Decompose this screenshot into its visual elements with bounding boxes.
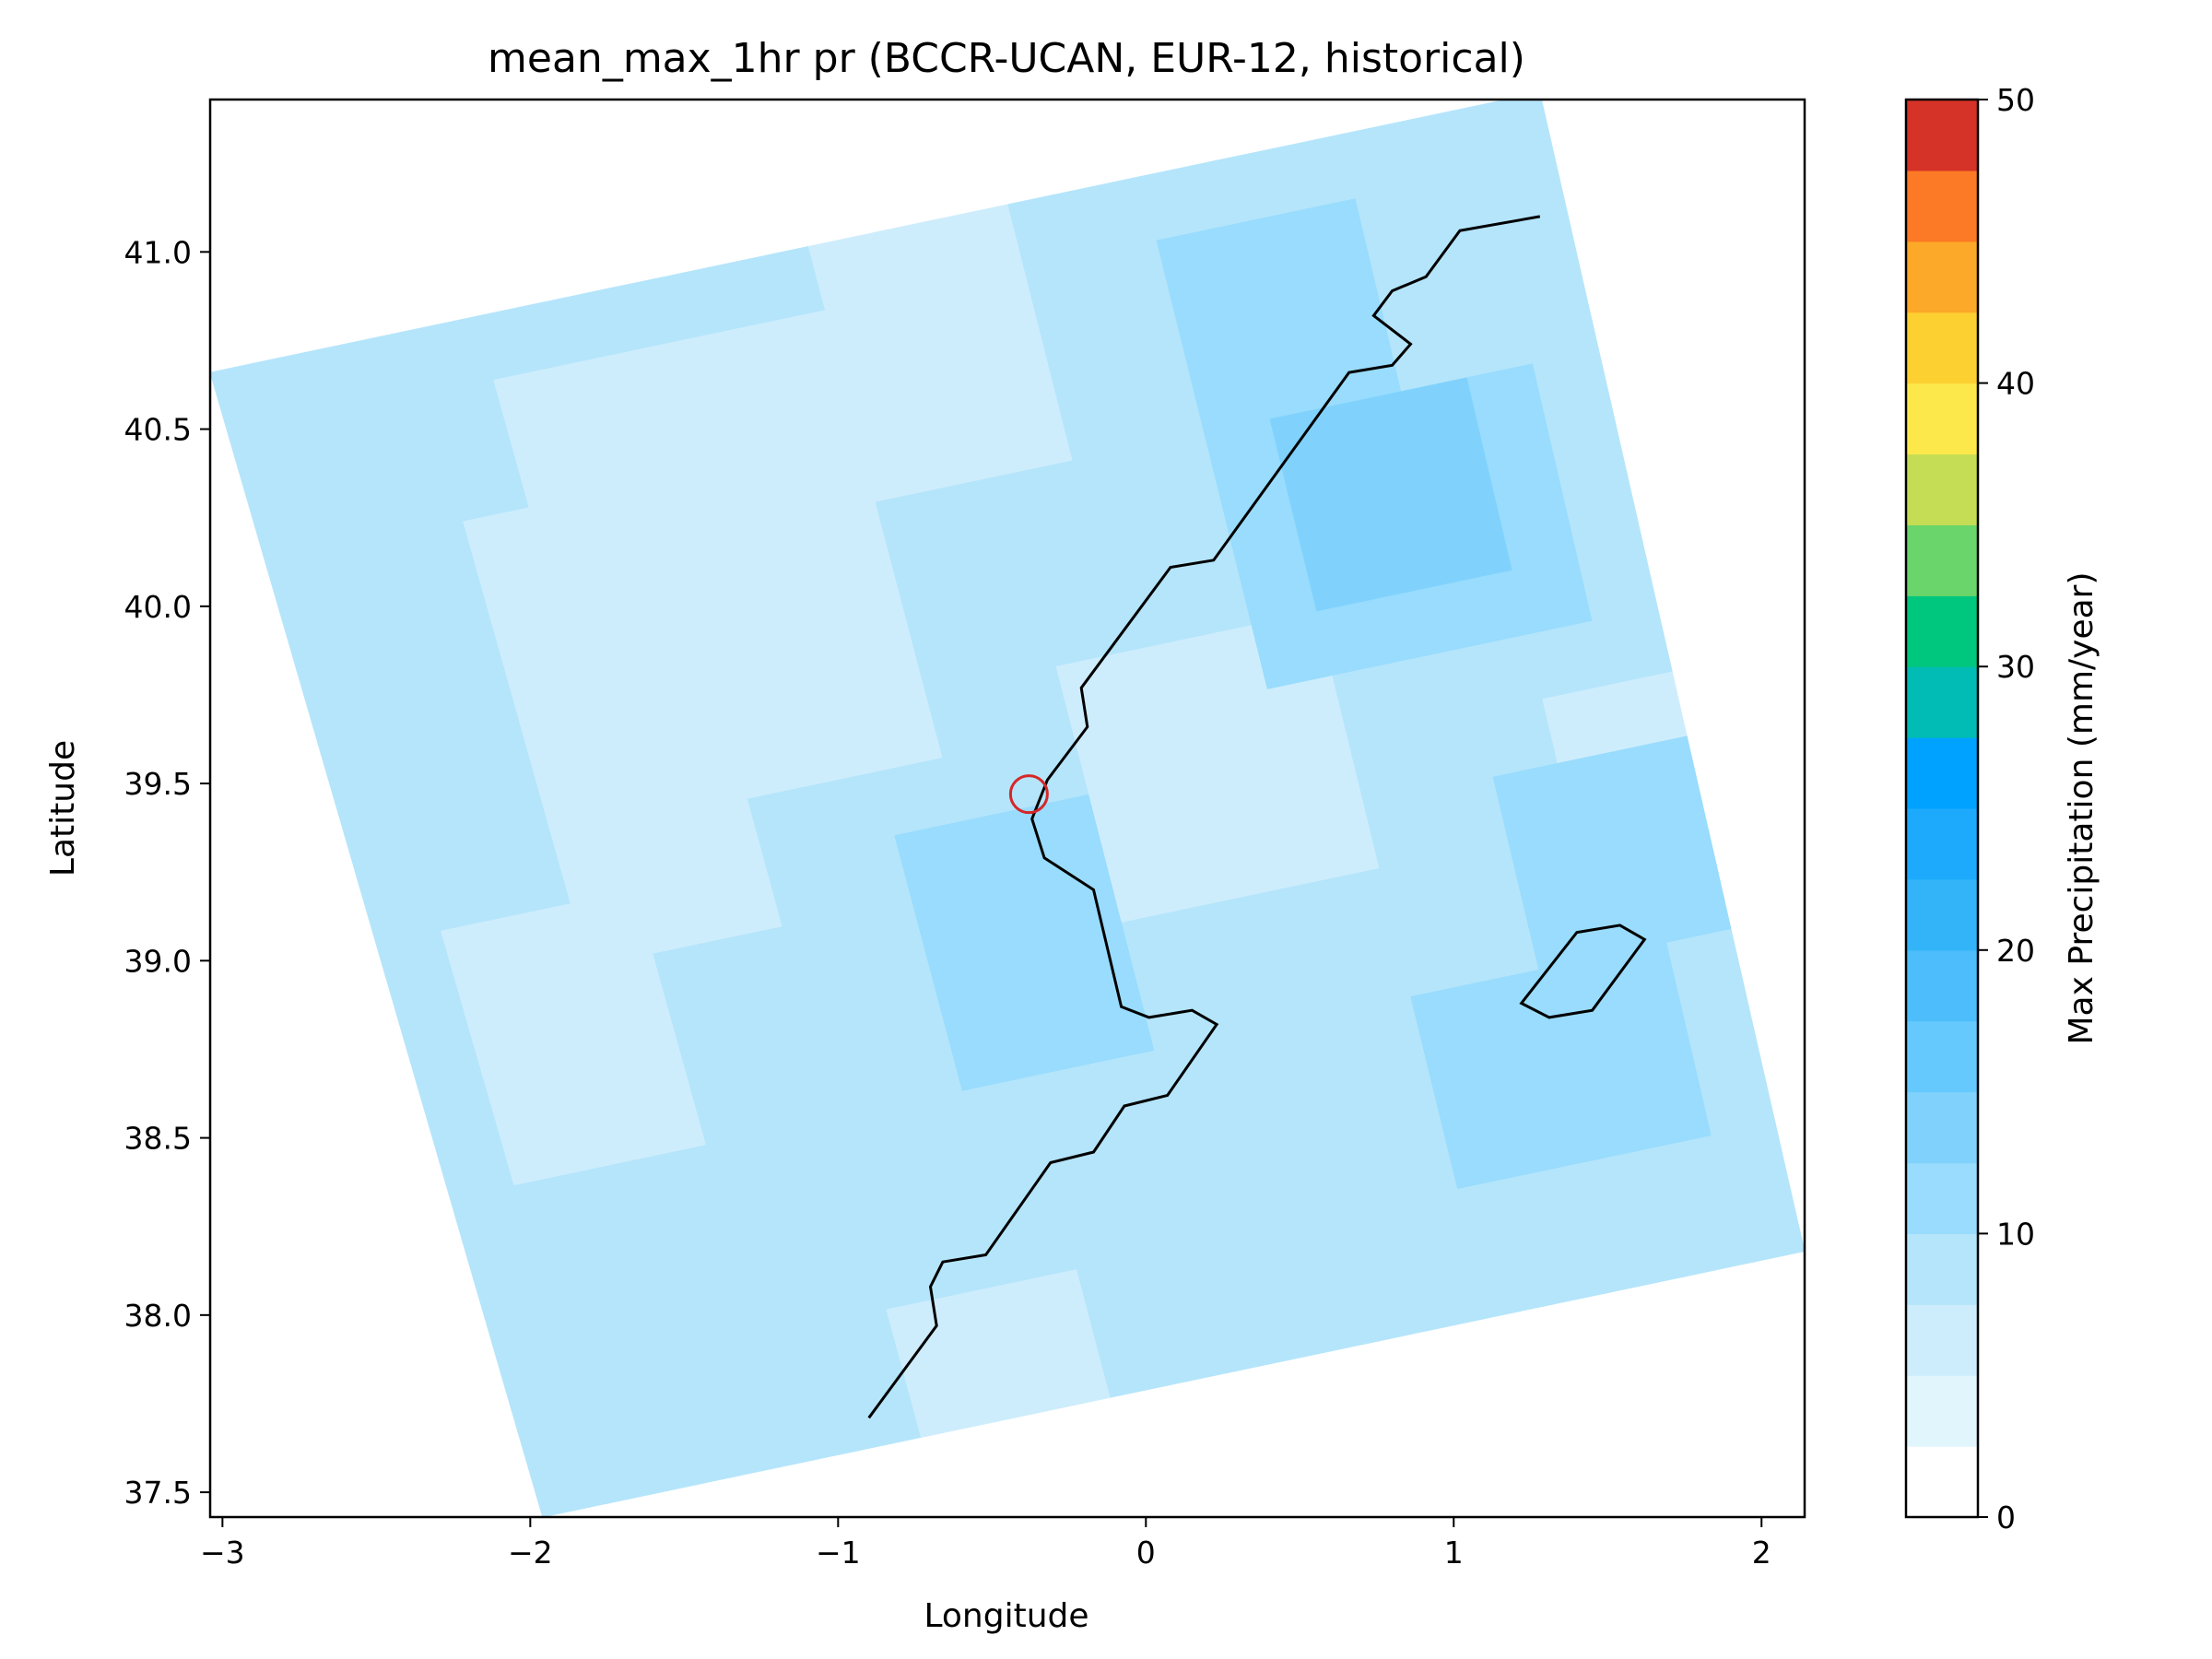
x-axis: −3 −2 −1 0 1 2 (200, 1517, 1771, 1571)
grid-cell (1502, 220, 1585, 300)
colorbar-tick-label: 30 (1996, 649, 2035, 685)
island-outline (1519, 924, 1647, 1019)
grid-cell (1562, 477, 1643, 558)
grid-cell (1652, 865, 1732, 944)
y-tick-label: 40.0 (124, 589, 192, 625)
y-tick-label: 38.0 (124, 1298, 192, 1334)
x-tick-label: −2 (508, 1535, 553, 1571)
x-tick-label: −1 (816, 1535, 861, 1571)
grid-cell (1473, 100, 1556, 171)
grid-cell (1532, 349, 1615, 429)
y-tick-label: 38.5 (124, 1121, 192, 1157)
grid-cell (1517, 285, 1600, 365)
colorbar-bin (1906, 453, 1978, 525)
grid-cell (1592, 606, 1673, 687)
location-marker (1008, 774, 1049, 815)
grid-cell (1547, 414, 1629, 493)
colorbar-bin (1906, 595, 1978, 667)
grid-cell (1636, 800, 1717, 879)
y-tick-label: 41.0 (124, 234, 192, 270)
colorbar-tick-label: 40 (1996, 366, 2035, 402)
grid-cell (1606, 671, 1688, 751)
colorbar: 0 10 20 30 40 50 Max Precipitation (mm/year) (1904, 82, 2100, 1535)
grid-cell (1725, 1186, 1805, 1265)
colorbar-frame (1904, 98, 1980, 1519)
precipitation-grid (210, 100, 1805, 1517)
x-tick-label: −3 (200, 1535, 245, 1571)
chart-title: mean_max_1hr pr (BCCR-UCAN, EUR-12, hist… (488, 35, 1525, 82)
colorbar-bin (1906, 100, 1978, 171)
y-tick-label: 39.5 (124, 766, 192, 802)
coastline (867, 215, 1541, 1419)
colorbar-bin (1906, 878, 1978, 951)
colorbar-bin (1906, 808, 1978, 880)
colorbar-tick-label: 50 (1996, 82, 2035, 118)
colorbar-bin (1906, 1375, 1978, 1447)
colorbar-bins (1906, 100, 1978, 1518)
plot-frame (208, 98, 1806, 1519)
colorbar-bin (1906, 170, 1978, 242)
colorbar-bin (1906, 949, 1978, 1022)
colorbar-bin (1906, 1446, 1978, 1518)
colorbar-label: Max Precipitation (mm/year) (2063, 572, 2100, 1045)
colorbar-bin (1906, 382, 1978, 455)
x-tick-label: 0 (1136, 1535, 1156, 1571)
plot-area (208, 98, 1806, 1519)
y-axis-label: Latitude (44, 740, 82, 877)
colorbar-bin (1906, 1233, 1978, 1305)
y-tick-label: 39.0 (124, 943, 192, 979)
colorbar-bin (1906, 524, 1978, 596)
colorbar-bin (1906, 312, 1978, 384)
colorbar-bin (1906, 737, 1978, 809)
colorbar-bin (1906, 1091, 1978, 1164)
x-axis-label: Longitude (924, 1597, 1088, 1635)
x-tick-label: 2 (1752, 1535, 1771, 1571)
colorbar-bin (1906, 1304, 1978, 1376)
grid-cell (1577, 542, 1658, 622)
colorbar-ticks: 0 10 20 30 40 50 (1978, 82, 2035, 1535)
colorbar-tick-label: 0 (1996, 1500, 2016, 1535)
x-tick-label: 1 (1444, 1535, 1464, 1571)
y-axis: 37.5 38.0 38.5 39.0 39.5 40.0 40.5 41.0 (124, 234, 210, 1511)
colorbar-bin (1906, 1162, 1978, 1234)
colorbar-bin (1906, 241, 1978, 313)
grid-cell (1621, 735, 1702, 815)
colorbar-bin (1906, 1020, 1978, 1093)
colorbar-tick-label: 10 (1996, 1216, 2035, 1252)
colorbar-bin (1906, 666, 1978, 738)
colorbar-tick-label: 20 (1996, 933, 2035, 969)
y-tick-label: 37.5 (124, 1475, 192, 1511)
y-tick-label: 40.5 (124, 412, 192, 448)
